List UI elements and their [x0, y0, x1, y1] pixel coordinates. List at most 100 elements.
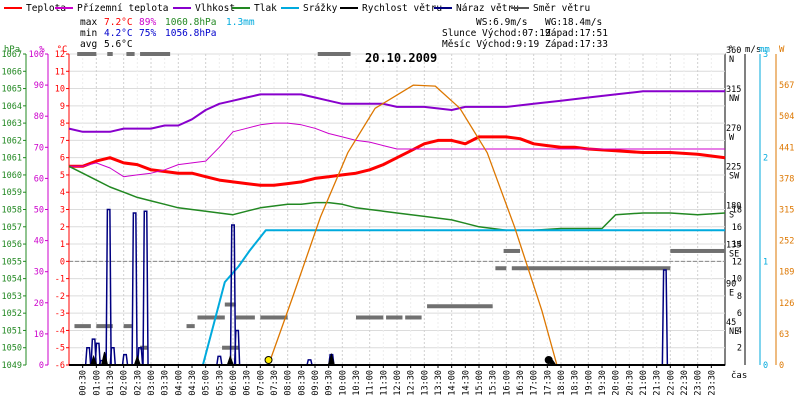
wind-direction-mark [140, 52, 171, 56]
x-tick-label: 02:00 [120, 370, 130, 396]
wind-direction-mark [77, 52, 97, 56]
wind-direction-mark [235, 315, 255, 320]
wind-gust-spike [142, 210, 149, 366]
hpa-tick-label: 1050 [2, 344, 22, 354]
temp-tick-label: 10 [55, 85, 65, 95]
x-tick-label: 13:30 [434, 370, 444, 396]
x-tick-label: 15:30 [489, 370, 499, 396]
legend-label: Náraz větru [456, 3, 519, 14]
moon-times: Měsíc Východ:9:19 [442, 39, 540, 50]
hpa-tick-label: 1054 [2, 275, 22, 285]
x-tick-label: 09:00 [311, 370, 321, 396]
gridlines [69, 53, 725, 366]
hpa-tick-label: 1065 [2, 85, 22, 95]
x-tick-label: 16:30 [516, 370, 526, 396]
x-tick-label: 04:30 [188, 370, 198, 396]
temp-tick-label: 9 [60, 102, 65, 112]
ms-tick-label: 6 [737, 309, 742, 319]
pct-tick-label: 20 [34, 299, 44, 309]
legend: Teplota Přízemní teplota Vlhkost Tlak Srážky… [4, 3, 590, 14]
x-tick-label: 05:30 [215, 370, 225, 396]
hpa-tick-label: 1053 [2, 292, 22, 302]
dir-tick-compass: W [729, 133, 735, 143]
hpa-axis-label: hPa [4, 45, 20, 55]
x-tick-label: 18:00 [557, 370, 567, 396]
x-tick-label: 08:30 [297, 370, 307, 396]
temp-tick-label: 12 [55, 50, 65, 60]
markers [264, 356, 553, 364]
legend-label: Tlak [254, 3, 277, 14]
sunrise-marker [264, 356, 273, 364]
pct-tick-label: 80 [34, 112, 44, 122]
hpa-tick-label: 1049 [2, 361, 22, 371]
pct-tick-label: 100 [29, 50, 44, 60]
x-tick-label: 10:30 [352, 370, 362, 396]
x-tick-label: 18:30 [571, 370, 581, 396]
ms-tick-label: 10 [732, 275, 742, 285]
x-tick-label: 22:30 [680, 370, 690, 396]
pct-tick-label: 10 [34, 330, 44, 340]
x-tick-label: 23:00 [694, 370, 704, 396]
temp-tick-label: 7 [60, 136, 65, 146]
series-vlhkost [68, 90, 725, 133]
x-tick-label: 21:30 [653, 370, 663, 396]
temp-tick-label: -6 [55, 361, 65, 371]
ms-tick-label: 2 [737, 344, 742, 354]
dir-tick-compass: SE [729, 249, 739, 259]
x-tick-label: 03:00 [147, 370, 157, 396]
x-tick-label: 00:30 [79, 370, 89, 396]
ms-tick-label: 4 [737, 326, 742, 336]
w-tick-label: 504 [779, 112, 794, 122]
temp-tick-label: 11 [55, 67, 65, 77]
pct-tick-label: 30 [34, 268, 44, 278]
x-tick-label: 23:30 [707, 370, 717, 396]
hpa-tick-label: 1055 [2, 257, 22, 267]
axes: hPa1049105010511052105310541055105610571… [2, 45, 795, 371]
x-tick-label: 21:00 [639, 370, 649, 396]
series-solar [267, 84, 558, 366]
x-tick-label: 12:30 [407, 370, 417, 396]
wind-speed-mark [549, 359, 557, 366]
wind-speed-summary: WS:6.9m/s [476, 17, 527, 28]
wind-gust-summary: WG:18.4m/s [545, 17, 602, 28]
dir-tick-compass: E [729, 288, 734, 298]
x-tick-label: 19:30 [598, 370, 608, 396]
pct-tick-label: 60 [34, 174, 44, 184]
wind-gust-spike [94, 342, 101, 366]
mm-tick-label: 2 [763, 154, 768, 164]
dir-tick-label: 315 [726, 85, 741, 95]
mm-axis-label: mm [759, 45, 770, 55]
x-tick-label: 11:00 [366, 370, 376, 396]
ms-tick-label: 16 [732, 223, 742, 233]
wind-speed-mark [133, 354, 141, 366]
hpa-tick-label: 1060 [2, 171, 22, 181]
dir-tick-compass: S [729, 211, 734, 221]
x-tick-label: 07:30 [270, 370, 280, 396]
x-tick-label: 01:30 [106, 370, 116, 396]
dir-axis-label: ° [728, 45, 733, 55]
wind-direction-mark [197, 315, 225, 320]
pct-tick-label: 40 [34, 237, 44, 247]
moon-set: Západ:17:33 [545, 39, 608, 50]
hpa-tick-label: 1064 [2, 102, 22, 112]
stat-avg-temp: 5.6°C [104, 39, 133, 50]
w-tick-label: 126 [779, 299, 794, 309]
series-srážky [69, 229, 725, 366]
w-tick-label: 189 [779, 268, 794, 278]
pct-tick-label: 90 [34, 81, 44, 91]
x-tick-label: 14:00 [448, 370, 458, 396]
wind-direction-mark [96, 324, 113, 329]
wind-direction-mark [260, 315, 288, 320]
temp-tick-label: 8 [60, 119, 65, 129]
wind-gust-spike [233, 329, 241, 366]
hpa-tick-label: 1056 [2, 240, 22, 250]
legend-label: Směr větru [533, 3, 590, 14]
time-axis-label: čas [731, 370, 747, 381]
x-axis-ticks: 00:30 01:00 01:30 02:00 02:30 03:00 03:30 04:00… [79, 365, 717, 396]
pct-tick-label: 70 [34, 143, 44, 153]
ms-tick-label: 12 [732, 257, 742, 267]
wind-gust-spike [105, 208, 112, 366]
wind-gust-spike [661, 269, 669, 366]
dir-tick-compass: NE [729, 327, 739, 337]
mm-tick-label: 1 [763, 257, 768, 267]
